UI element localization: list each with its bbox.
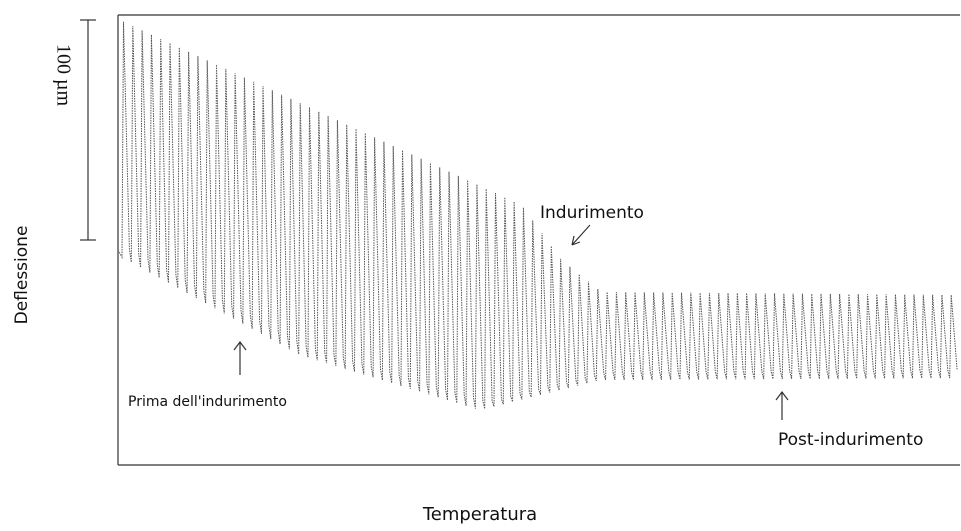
scale-bar (80, 19, 96, 241)
trace-line (117, 21, 958, 409)
x-axis-label: Temperatura (422, 504, 537, 525)
annotation: Indurimento (540, 203, 644, 223)
annotation: Post-indurimento (778, 430, 923, 450)
deflection-trace (117, 21, 958, 409)
annotation: Prima dell'indurimento (128, 394, 287, 410)
y-axis-label: Deflessione (12, 226, 32, 325)
arrows (233, 224, 789, 420)
scale-label: 100 µm (52, 44, 74, 107)
